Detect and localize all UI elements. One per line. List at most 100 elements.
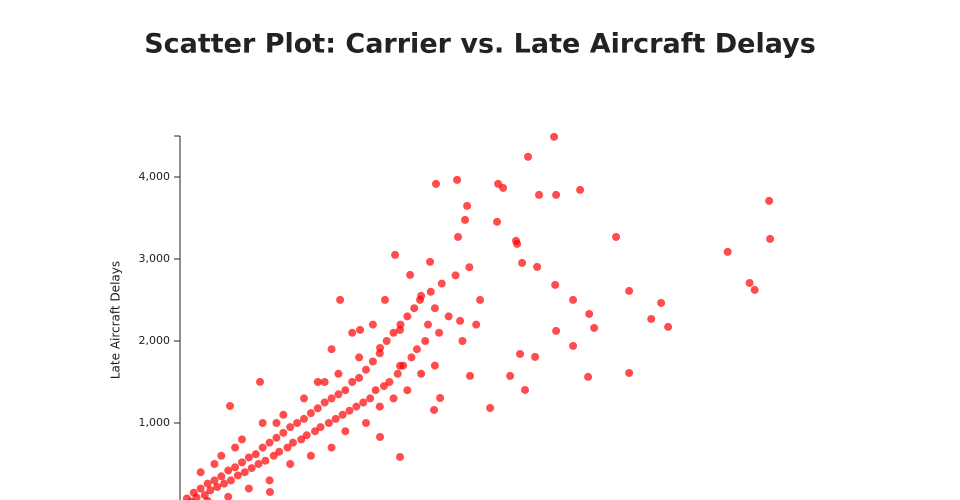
point — [366, 394, 375, 403]
point — [426, 257, 435, 266]
point — [341, 386, 350, 395]
point — [362, 365, 370, 374]
point — [269, 451, 278, 460]
point — [393, 369, 402, 378]
point — [426, 287, 435, 296]
point — [576, 185, 585, 194]
point — [476, 295, 485, 304]
point — [320, 398, 329, 407]
point — [217, 472, 226, 481]
point — [421, 337, 430, 345]
point — [551, 280, 560, 289]
point — [584, 372, 593, 381]
point — [286, 460, 295, 468]
point — [461, 215, 470, 224]
point — [355, 353, 364, 362]
point — [240, 468, 249, 477]
point — [381, 295, 390, 304]
point — [238, 458, 246, 467]
point — [362, 419, 370, 427]
point — [389, 394, 398, 403]
point — [552, 190, 561, 199]
point — [472, 320, 481, 329]
point — [324, 419, 333, 427]
point — [375, 402, 384, 411]
point — [327, 394, 336, 403]
point — [399, 361, 408, 370]
point — [431, 179, 440, 188]
y-tick-label: 1,000 — [139, 416, 171, 429]
point — [389, 328, 398, 337]
point — [385, 378, 394, 386]
point — [320, 378, 329, 386]
point — [297, 435, 306, 444]
point — [247, 464, 256, 473]
point — [569, 295, 578, 304]
point — [625, 286, 634, 295]
point — [300, 414, 308, 423]
point — [331, 414, 340, 423]
point — [458, 337, 467, 345]
point — [647, 314, 656, 323]
point — [231, 443, 240, 452]
y-axis-label: Late Aircraft Delays — [109, 261, 123, 379]
point — [723, 247, 732, 256]
point — [379, 382, 388, 391]
point — [375, 349, 384, 358]
point — [535, 190, 544, 199]
point — [192, 493, 201, 500]
point — [306, 451, 315, 460]
point — [382, 337, 391, 345]
point — [283, 443, 292, 452]
point — [311, 427, 320, 436]
point — [348, 378, 357, 386]
point — [371, 386, 380, 395]
chart-title: Scatter Plot: Carrier vs. Late Aircraft … — [144, 29, 816, 60]
point — [238, 435, 246, 444]
point — [210, 476, 219, 485]
point — [417, 369, 426, 378]
point — [406, 270, 415, 279]
point — [265, 487, 274, 496]
point — [437, 279, 446, 288]
point — [244, 484, 253, 493]
point — [407, 353, 416, 362]
point — [465, 263, 474, 272]
point — [396, 452, 405, 461]
point — [334, 390, 343, 399]
point — [213, 482, 222, 491]
point — [306, 409, 315, 418]
point — [590, 323, 599, 332]
point — [524, 152, 533, 161]
point — [203, 479, 212, 488]
point — [368, 320, 377, 329]
point — [265, 438, 274, 447]
point — [256, 377, 265, 386]
point — [506, 371, 515, 380]
point — [569, 341, 578, 350]
point — [765, 196, 774, 205]
point — [435, 328, 444, 337]
point — [279, 428, 288, 437]
point — [453, 175, 462, 184]
point — [316, 423, 325, 432]
point — [210, 460, 219, 468]
point — [412, 345, 421, 354]
point — [376, 432, 385, 441]
point — [226, 401, 235, 410]
point — [203, 496, 212, 500]
point — [313, 404, 322, 413]
point — [352, 402, 361, 411]
point — [513, 239, 522, 248]
point — [359, 398, 368, 407]
point — [254, 460, 263, 468]
point — [327, 345, 336, 354]
point — [334, 369, 343, 378]
point — [224, 466, 233, 475]
point — [327, 443, 336, 452]
point — [313, 378, 322, 386]
point — [664, 322, 673, 331]
point — [750, 285, 759, 294]
point — [279, 410, 288, 419]
point — [231, 463, 240, 472]
